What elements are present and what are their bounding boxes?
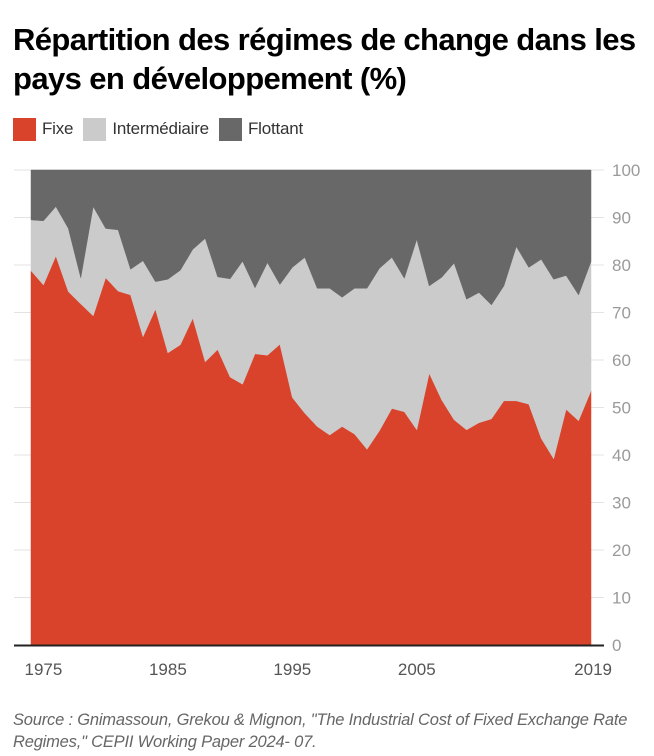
stacked-area-chart: 0 10 20 30 40 50 60 70 80 90 100 1975 1985 1995 2005 2… [14,161,640,679]
legend-item-flottant: Flottant [218,117,304,141]
x-tick-label: 2019 [574,660,612,679]
y-tick-label: 0 [612,636,621,655]
y-tick-label: 50 [612,399,631,418]
y-axis: 0 10 20 30 40 50 60 70 80 90 100 [612,161,640,655]
y-tick-label: 20 [612,541,631,560]
y-tick-label: 90 [612,209,631,228]
legend-label-flottant: Flottant [247,119,304,138]
source-note: Source : Gnimassoun, Grekou & Mignon, "T… [13,711,628,751]
legend-swatch-fixe [13,117,36,141]
legend-label-intermediaire: Intermédiaire [112,119,209,138]
area-flottant [30,169,592,306]
y-tick-label: 80 [612,256,631,275]
y-tick-label: 30 [612,494,631,513]
y-tick-label: 70 [612,304,631,323]
y-tick-label: 60 [612,351,631,370]
area-series [30,169,592,646]
x-tick-label: 1975 [25,660,63,679]
legend-swatch-intermediaire [83,117,107,141]
y-tick-label: 40 [612,446,631,465]
legend-item-fixe: Fixe [13,117,74,141]
legend-item-intermediaire: Intermédiaire [83,117,209,141]
y-tick-label: 10 [612,589,631,608]
x-tick-label: 2005 [398,660,436,679]
y-tick-label: 100 [612,161,640,180]
x-tick-label: 1995 [273,660,311,679]
legend-label-fixe: Fixe [42,119,74,138]
chart-title: Répartition des régimes de change dans l… [13,22,636,96]
legend: Fixe Intermédiaire Flottant [13,117,313,141]
legend-swatch-flottant [218,117,242,141]
x-tick-label: 1985 [149,660,187,679]
x-axis: 1975 1985 1995 2005 2019 [14,644,612,679]
